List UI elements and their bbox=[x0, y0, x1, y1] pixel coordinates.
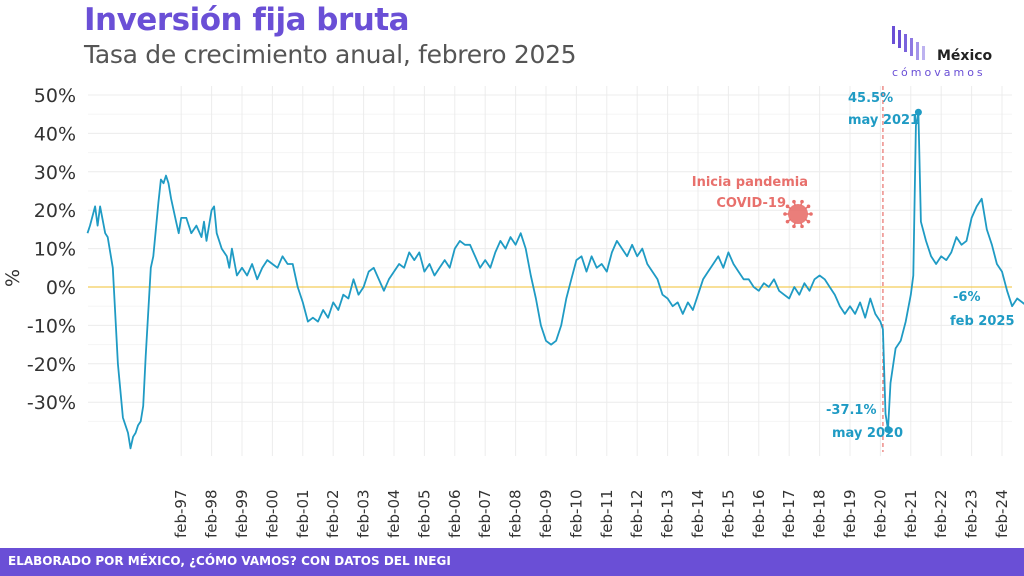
x-tick-label: feb-24 bbox=[993, 489, 1011, 538]
x-tick-label: feb-23 bbox=[963, 489, 981, 538]
virus-spike-tip bbox=[806, 204, 811, 209]
y-tick-label: 50% bbox=[34, 85, 76, 107]
x-tick-label: feb-05 bbox=[415, 489, 433, 538]
x-tick-label: feb-20 bbox=[871, 489, 889, 538]
chart-subtitle: Tasa de crecimiento anual, febrero 2025 bbox=[84, 40, 577, 69]
max-date-label: may 2021 bbox=[848, 113, 919, 128]
min-point bbox=[884, 425, 892, 433]
logo-bars-icon bbox=[892, 26, 925, 60]
x-tick-label: feb-00 bbox=[263, 489, 281, 538]
y-tick-label: -20% bbox=[27, 354, 76, 376]
x-tick-label: feb-99 bbox=[233, 489, 251, 538]
min-date-label: may 2020 bbox=[832, 426, 903, 441]
x-tick-label: feb-22 bbox=[932, 489, 950, 538]
virus-spike-tip bbox=[783, 212, 787, 216]
x-tick-label: feb-18 bbox=[811, 489, 829, 538]
x-tick-label: feb-03 bbox=[355, 489, 373, 538]
virus-spike-tip bbox=[785, 204, 790, 209]
x-tick-label: feb-16 bbox=[750, 489, 768, 538]
y-tick-label: 0% bbox=[46, 277, 76, 299]
footer-bar: ELABORADO POR MÉXICO, ¿CÓMO VAMOS? CON D… bbox=[0, 548, 1024, 576]
x-tick-label: feb-97 bbox=[172, 489, 190, 538]
x-tick-label: feb-06 bbox=[446, 489, 464, 538]
x-tick-label: feb-21 bbox=[902, 489, 920, 538]
x-tick-label: feb-12 bbox=[628, 489, 646, 538]
x-tick-label: feb-02 bbox=[324, 489, 342, 538]
series-line bbox=[86, 111, 1024, 450]
min-value-label: -37.1% bbox=[826, 403, 877, 418]
chart-title: Inversión fija bruta bbox=[84, 2, 410, 38]
y-tick-label: -10% bbox=[27, 315, 76, 337]
y-axis-label: % bbox=[2, 269, 24, 287]
virus-spike-tip bbox=[792, 199, 796, 204]
x-tick-label: feb-11 bbox=[598, 489, 616, 538]
virus-spike-tip bbox=[792, 224, 796, 229]
pandemic-label-line1: Inicia pandemia bbox=[692, 175, 808, 190]
y-tick-label: 10% bbox=[34, 239, 76, 261]
x-tick-label: feb-15 bbox=[719, 489, 737, 538]
virus-spike-tip bbox=[800, 199, 804, 204]
max-value-label: 45.5% bbox=[848, 91, 893, 106]
y-tick-label: -30% bbox=[27, 392, 76, 414]
last-date-label: feb 2025 bbox=[950, 314, 1015, 329]
virus-icon bbox=[788, 204, 808, 224]
x-tick-label: feb-07 bbox=[476, 489, 494, 538]
x-tick-label: feb-19 bbox=[841, 489, 859, 538]
y-tick-label: 30% bbox=[34, 162, 76, 184]
mexico-como-vamos-logo: México cómovamos bbox=[890, 24, 1010, 84]
logo-text-comovamos: cómovamos bbox=[892, 66, 986, 79]
x-tick-label: feb-14 bbox=[689, 489, 707, 538]
x-tick-label: feb-01 bbox=[294, 489, 312, 538]
x-tick-label: feb-04 bbox=[385, 489, 403, 538]
line-chart: 50% 40% 30% 20% 10% 0% -10% -20% -30% feb-97 feb-9… bbox=[2, 85, 1024, 538]
x-tick-label: feb-09 bbox=[537, 489, 555, 538]
x-tick-label: feb-08 bbox=[507, 489, 525, 538]
virus-spike-tip bbox=[806, 219, 811, 224]
pandemic-label-line2: COVID-19 bbox=[716, 196, 786, 211]
x-tick-label: feb-17 bbox=[780, 489, 798, 538]
logo-text-mexico: México bbox=[937, 48, 993, 64]
last-value-label: -6% bbox=[953, 290, 980, 305]
x-tick-label: feb-98 bbox=[203, 489, 221, 538]
y-tick-label: 40% bbox=[34, 123, 76, 145]
x-tick-label: feb-13 bbox=[659, 489, 677, 538]
y-tick-label: 20% bbox=[34, 200, 76, 222]
virus-spike-tip bbox=[809, 212, 813, 216]
virus-spike-tip bbox=[800, 224, 804, 229]
max-point bbox=[914, 108, 922, 116]
footer-source: ELABORADO POR MÉXICO, ¿CÓMO VAMOS? CON D… bbox=[8, 554, 451, 568]
x-tick-label: feb-10 bbox=[567, 489, 585, 538]
virus-spike-tip bbox=[785, 219, 790, 224]
